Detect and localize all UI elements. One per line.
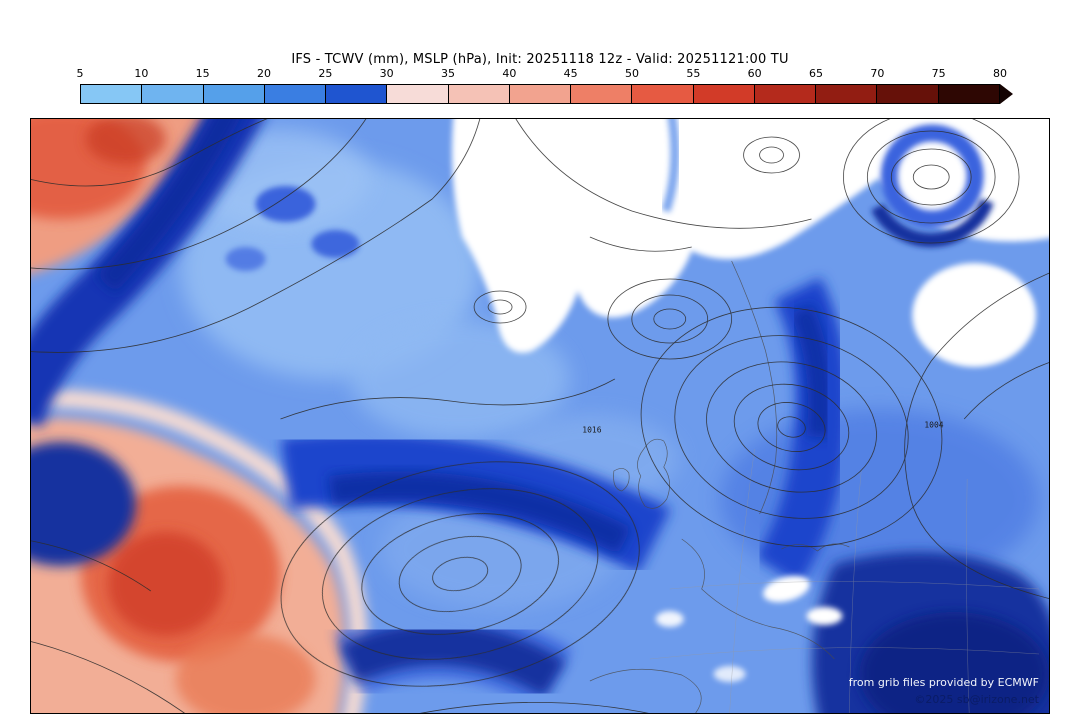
colorbar-tick: 5 (76, 67, 84, 80)
colorbar-tick: 20 (257, 67, 271, 80)
colorbar-segment (81, 85, 143, 103)
colorbar-tick: 15 (195, 67, 210, 80)
colorbar-segment (387, 85, 449, 103)
colorbar-tick: 70 (870, 67, 885, 80)
map-title: IFS - TCWV (mm), MSLP (hPa), Init: 20251… (291, 52, 789, 67)
colorbar-segment (326, 85, 388, 103)
colorbar-segment (754, 85, 817, 103)
mslp-contours (31, 119, 1049, 713)
colorbar-segment (142, 85, 204, 103)
colorbar-segment (693, 85, 755, 103)
coastlines (589, 260, 850, 713)
attribution-copyright: ©2025 sb@irizone.net (914, 692, 1039, 706)
colorbar-segment (938, 85, 999, 103)
colorbar-bar (80, 84, 1000, 104)
colorbar-tip (1000, 84, 1013, 104)
weather-map-svg (31, 119, 1049, 713)
colorbar-tick: 75 (931, 67, 946, 80)
colorbar-tick: 25 (318, 67, 333, 80)
colorbar-segment (264, 85, 327, 103)
colorbar-segment (877, 85, 939, 103)
colorbar-segment (203, 85, 265, 103)
colorbar-segment (632, 85, 694, 103)
colorbar-tick: 35 (441, 67, 455, 80)
colorbar-tick: 65 (809, 67, 823, 80)
colorbar-tick: 80 (993, 67, 1007, 80)
colorbar-tick: 50 (625, 67, 639, 80)
attribution-source: from grib files provided by ECMWF (848, 675, 1039, 689)
tcwv-field (31, 119, 1049, 713)
colorbar-tick: 45 (563, 67, 578, 80)
colorbar-segment (509, 85, 572, 103)
colorbar-tick: 60 (747, 67, 762, 80)
colorbar-tick: 30 (379, 67, 394, 80)
colorbar: 5 10 15 20 25 30 35 40 45 50 55 60 65 70 75 80 (77, 67, 1013, 104)
colorbar-tick: 10 (134, 67, 149, 80)
map-attribution: from grib files provided by ECMWF ©2025 … (849, 674, 1039, 708)
colorbar-segment (816, 85, 878, 103)
map-panel: 1016 1004 from grib files provided by ECM… (30, 118, 1050, 714)
colorbar-tick: 40 (502, 67, 517, 80)
colorbar-ticks: 5 10 15 20 25 30 35 40 45 50 55 60 65 70 75 80 (76, 67, 1008, 81)
colorbar-segment (448, 85, 510, 103)
colorbar-segment (571, 85, 633, 103)
colorbar-tick: 55 (686, 67, 701, 80)
